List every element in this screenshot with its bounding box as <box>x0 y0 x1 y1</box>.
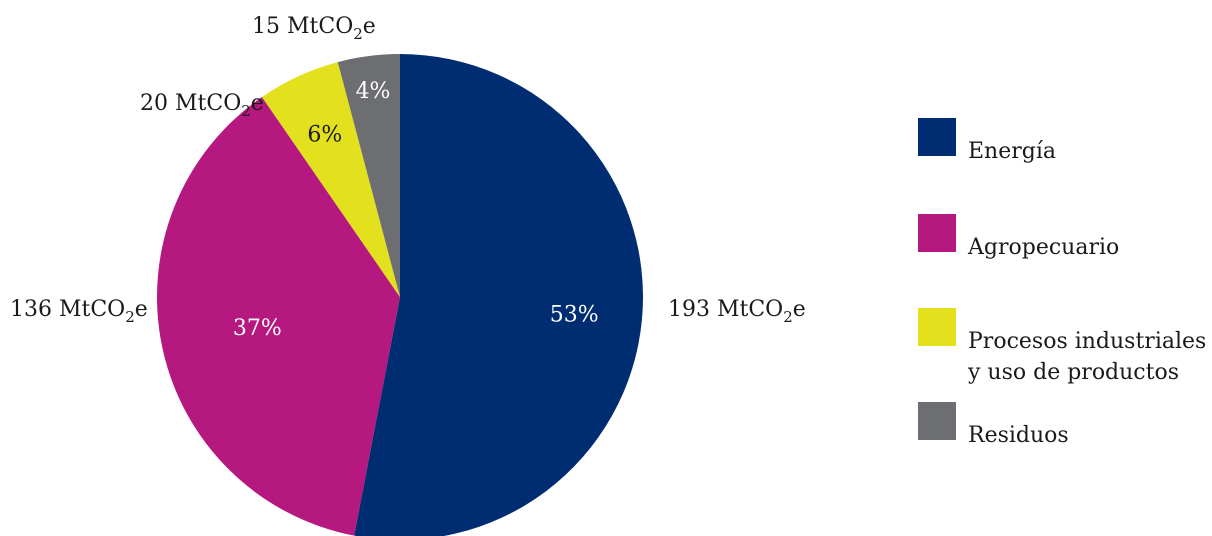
percent-label-procesos: 6% <box>307 123 342 148</box>
legend-swatch-residuos <box>918 402 956 440</box>
pie-slices <box>157 54 643 536</box>
legend-label-agropecuario: Agropecuario <box>968 235 1120 260</box>
pie-slice-procesos <box>261 62 400 297</box>
pie-slice-energia <box>354 54 643 536</box>
pie-slice-residuos <box>337 54 400 297</box>
legend-swatch-procesos <box>918 308 956 346</box>
value-label-agropecuario: 136 MtCO2e <box>10 297 148 326</box>
legend-label-energia: Energía <box>968 139 1056 164</box>
value-label-residuos: 15 MtCO2e <box>252 14 376 43</box>
legend-label-residuos: Residuos <box>968 423 1069 448</box>
value-labels: 193 MtCO2e 136 MtCO2e 20 MtCO2e 15 MtCO2e <box>10 14 806 326</box>
legend-swatch-agropecuario <box>918 214 956 252</box>
pie-slice-agropecuario <box>157 97 400 536</box>
value-label-procesos: 20 MtCO2e <box>140 91 264 120</box>
value-label-energia: 193 MtCO2e <box>668 297 806 326</box>
percent-labels: 53% 37% 6% 4% <box>233 79 599 341</box>
percent-label-agropecuario: 37% <box>233 316 282 341</box>
percent-label-residuos: 4% <box>356 79 391 104</box>
percent-label-energia: 53% <box>550 303 599 328</box>
legend-label-procesos: Procesos industriales y uso de productos <box>968 329 1207 385</box>
legend-swatch-energia <box>918 118 956 156</box>
